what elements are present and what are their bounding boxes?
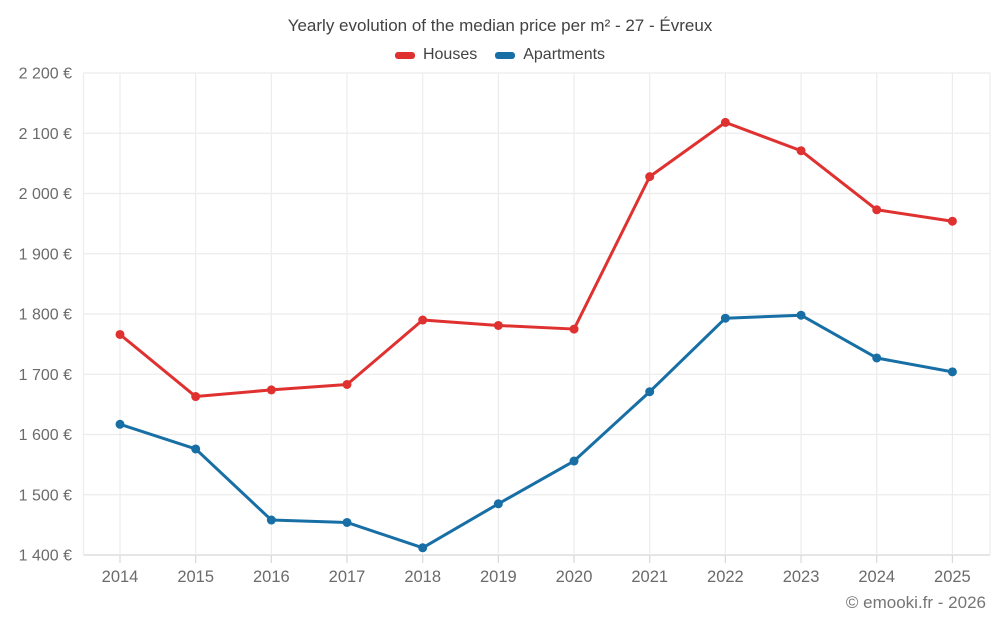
watermark-credit: © emooki.fr - 2026 xyxy=(845,593,986,612)
y-axis-tick-label: 1 700 € xyxy=(19,367,72,384)
point-houses-2025[interactable] xyxy=(947,216,957,226)
x-axis-tick-label: 2025 xyxy=(934,568,971,586)
y-axis-tick-label: 1 400 € xyxy=(19,548,72,565)
point-houses-2022[interactable] xyxy=(720,117,730,127)
x-axis-tick-label: 2019 xyxy=(480,568,517,586)
point-apartments-2020[interactable] xyxy=(569,456,579,466)
point-apartments-2019[interactable] xyxy=(493,499,503,509)
x-axis-tick-label: 2020 xyxy=(556,568,593,586)
point-apartments-2018[interactable] xyxy=(418,543,428,553)
x-axis-tick-label: 2023 xyxy=(783,568,820,586)
point-apartments-2016[interactable] xyxy=(266,515,276,525)
point-houses-2015[interactable] xyxy=(191,392,201,402)
point-houses-2014[interactable] xyxy=(115,329,125,339)
point-apartments-2025[interactable] xyxy=(947,367,957,377)
point-houses-2019[interactable] xyxy=(493,320,503,330)
y-axis-tick-label: 1 600 € xyxy=(19,427,72,444)
legend-item-apartments[interactable]: Apartments xyxy=(495,46,605,64)
series-line-houses xyxy=(118,120,954,399)
point-houses-2024[interactable] xyxy=(872,205,882,215)
y-axis-tick-label: 1 800 € xyxy=(19,307,72,324)
point-apartments-2017[interactable] xyxy=(342,517,352,527)
point-houses-2016[interactable] xyxy=(266,385,276,395)
point-apartments-2021[interactable] xyxy=(645,387,655,397)
y-axis-tick-label: 2 000 € xyxy=(19,186,72,203)
x-axis-tick-label: 2024 xyxy=(858,568,895,586)
point-houses-2017[interactable] xyxy=(342,379,352,389)
y-axis-tick-label: 2 200 € xyxy=(19,66,72,83)
x-axis-tick-label: 2016 xyxy=(253,568,290,586)
legend-swatch-icon xyxy=(394,51,415,59)
legend-item-houses[interactable]: Houses xyxy=(394,46,478,64)
y-axis-tick-label: 1 500 € xyxy=(19,487,72,504)
point-apartments-2023[interactable] xyxy=(796,310,806,320)
x-axis-tick-label: 2015 xyxy=(177,568,214,586)
y-axis-tick-label: 1 900 € xyxy=(19,246,72,263)
point-apartments-2022[interactable] xyxy=(720,313,730,323)
point-houses-2021[interactable] xyxy=(645,172,655,182)
point-apartments-2024[interactable] xyxy=(872,353,882,363)
x-axis-tick-label: 2018 xyxy=(404,568,441,586)
series-line-apartments xyxy=(118,313,954,550)
legend-label: Apartments xyxy=(523,46,606,63)
legend-label: Houses xyxy=(422,46,478,63)
x-axis-tick-label: 2021 xyxy=(631,568,668,586)
x-axis-tick-label: 2014 xyxy=(102,568,139,586)
point-apartments-2014[interactable] xyxy=(115,419,125,429)
x-axis-tick-label: 2022 xyxy=(707,568,744,586)
legend-swatch-icon xyxy=(495,51,516,59)
point-houses-2018[interactable] xyxy=(418,315,428,325)
chart-legend: Houses Apartments xyxy=(0,46,1000,64)
x-axis-tick-label: 2017 xyxy=(329,568,366,586)
chart-title: Yearly evolution of the median price per… xyxy=(287,16,713,35)
point-houses-2023[interactable] xyxy=(796,146,806,156)
point-houses-2020[interactable] xyxy=(569,324,579,334)
point-apartments-2015[interactable] xyxy=(191,444,201,454)
y-axis-tick-label: 2 100 € xyxy=(19,126,72,143)
